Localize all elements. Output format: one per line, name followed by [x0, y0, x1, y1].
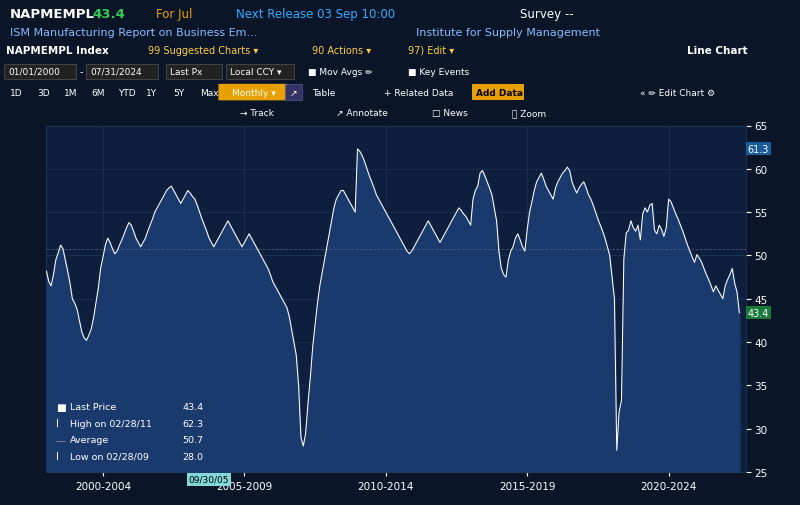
FancyBboxPatch shape — [86, 65, 158, 80]
Text: ■: ■ — [56, 402, 66, 412]
Text: I: I — [56, 419, 59, 428]
Text: 01/01/2000: 01/01/2000 — [8, 68, 60, 77]
Text: → Track: → Track — [240, 109, 274, 118]
Text: I: I — [56, 451, 59, 461]
FancyBboxPatch shape — [285, 85, 302, 100]
Text: 1D: 1D — [10, 88, 22, 97]
Text: Low on 02/28/09: Low on 02/28/09 — [70, 452, 150, 461]
Text: Last Px: Last Px — [170, 68, 202, 77]
Text: Local CCY ▾: Local CCY ▾ — [230, 68, 282, 77]
Text: Last Price: Last Price — [70, 402, 117, 412]
Text: « ✏ Edit Chart ⚙: « ✏ Edit Chart ⚙ — [640, 88, 715, 97]
Text: 90 Actions ▾: 90 Actions ▾ — [312, 45, 371, 56]
Text: 99 Suggested Charts ▾: 99 Suggested Charts ▾ — [148, 45, 258, 56]
Text: NAPMEMPL: NAPMEMPL — [10, 8, 94, 21]
FancyBboxPatch shape — [166, 65, 222, 80]
Text: Average: Average — [70, 435, 110, 444]
Text: ■ Mov Avgs ✏: ■ Mov Avgs ✏ — [308, 68, 373, 77]
Text: 97) Edit ▾: 97) Edit ▾ — [408, 45, 454, 56]
Text: High on 02/28/11: High on 02/28/11 — [70, 419, 152, 428]
Text: YTD: YTD — [118, 88, 136, 97]
Text: Next Release 03 Sep 10:00: Next Release 03 Sep 10:00 — [236, 8, 395, 21]
Text: 07/31/2024: 07/31/2024 — [90, 68, 142, 77]
Text: -: - — [80, 67, 83, 77]
Text: 43.4: 43.4 — [92, 8, 125, 21]
Text: 1Y: 1Y — [146, 88, 157, 97]
Text: 62.3: 62.3 — [182, 419, 203, 428]
Text: Max: Max — [200, 88, 218, 97]
Text: 43.4: 43.4 — [182, 402, 203, 412]
Text: ■ Key Events: ■ Key Events — [408, 68, 470, 77]
Text: NAPMEMPL Index: NAPMEMPL Index — [6, 45, 109, 56]
Text: For Jul: For Jul — [156, 8, 192, 21]
Text: 🔍 Zoom: 🔍 Zoom — [512, 109, 546, 118]
Text: 6M: 6M — [91, 88, 105, 97]
Text: ↗: ↗ — [290, 88, 297, 97]
Text: 61.3: 61.3 — [748, 144, 769, 155]
Text: + Related Data: + Related Data — [384, 88, 454, 97]
Text: Line Chart: Line Chart — [687, 45, 748, 56]
Text: ISM Manufacturing Report on Business Em...: ISM Manufacturing Report on Business Em.… — [10, 28, 257, 38]
Text: 50.7: 50.7 — [182, 435, 203, 444]
FancyBboxPatch shape — [4, 65, 76, 80]
Text: 43.4: 43.4 — [748, 308, 769, 318]
FancyBboxPatch shape — [472, 85, 524, 101]
Text: □ News: □ News — [432, 109, 468, 118]
Text: 5Y: 5Y — [173, 88, 184, 97]
Text: 28.0: 28.0 — [182, 452, 203, 461]
Text: Monthly ▾: Monthly ▾ — [232, 88, 275, 97]
Text: Table: Table — [312, 88, 335, 97]
Text: —: — — [56, 435, 66, 445]
Text: ↗ Annotate: ↗ Annotate — [336, 109, 388, 118]
Text: 3D: 3D — [37, 88, 50, 97]
Text: 09/30/05: 09/30/05 — [189, 475, 230, 484]
Text: Survey --: Survey -- — [520, 8, 574, 21]
Text: 1M: 1M — [64, 88, 78, 97]
FancyBboxPatch shape — [226, 65, 294, 80]
Text: Institute for Supply Management: Institute for Supply Management — [416, 28, 600, 38]
Text: Add Data: Add Data — [476, 88, 523, 97]
FancyBboxPatch shape — [218, 85, 289, 101]
